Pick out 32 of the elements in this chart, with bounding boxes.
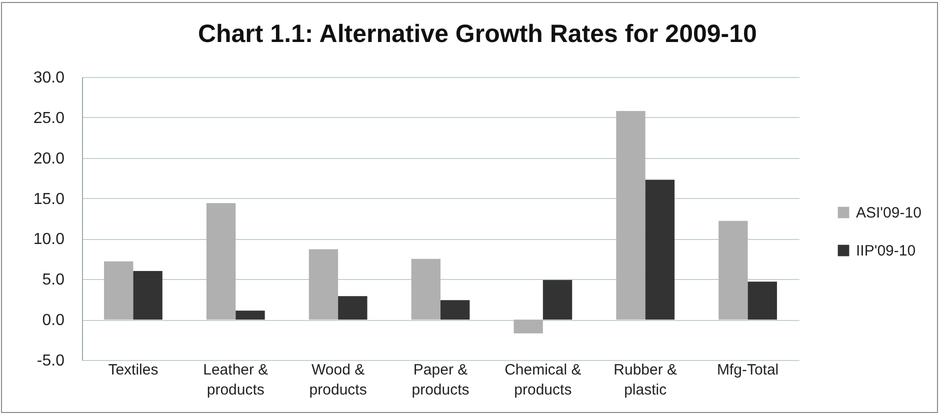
bar [308, 249, 338, 320]
chart-title: Chart 1.1: Alternative Growth Rates for 2009-10 [198, 20, 757, 48]
y-tick-label: 25.0 [33, 110, 65, 127]
bar [718, 220, 748, 320]
bar [411, 258, 440, 320]
x-tick-label: Textiles [108, 362, 158, 378]
y-tick-label: 10.0 [33, 231, 65, 248]
bar [338, 296, 368, 320]
y-tick-label: 0.0 [42, 312, 65, 330]
y-tick-label: 20.0 [33, 150, 65, 168]
bar [748, 282, 777, 320]
bar [206, 203, 236, 320]
legend-label: ASI'09-10 [856, 204, 922, 222]
x-tick-label: Mfg-Total [716, 362, 779, 378]
bar [104, 261, 134, 320]
y-tick-label: 30.0 [33, 70, 65, 86]
x-tick-label: Wood & products [309, 362, 367, 398]
y-tick-label: -5.0 [36, 352, 65, 370]
bar [133, 271, 162, 320]
bar [616, 110, 646, 320]
bar [514, 320, 543, 334]
bar [236, 310, 265, 320]
x-tick-label: Rubber & plastic [614, 362, 678, 398]
bar [440, 300, 470, 320]
legend-label: IIP'09-10 [856, 242, 916, 260]
bar [645, 180, 675, 320]
y-tick-label: 15.0 [33, 190, 65, 208]
x-tick-label: Paper & products [412, 362, 470, 398]
bar [542, 280, 572, 320]
x-tick-label: Leather & products [203, 362, 268, 398]
y-tick-label: 5.0 [42, 272, 65, 289]
x-tick-label: Chemical & products [504, 362, 582, 398]
